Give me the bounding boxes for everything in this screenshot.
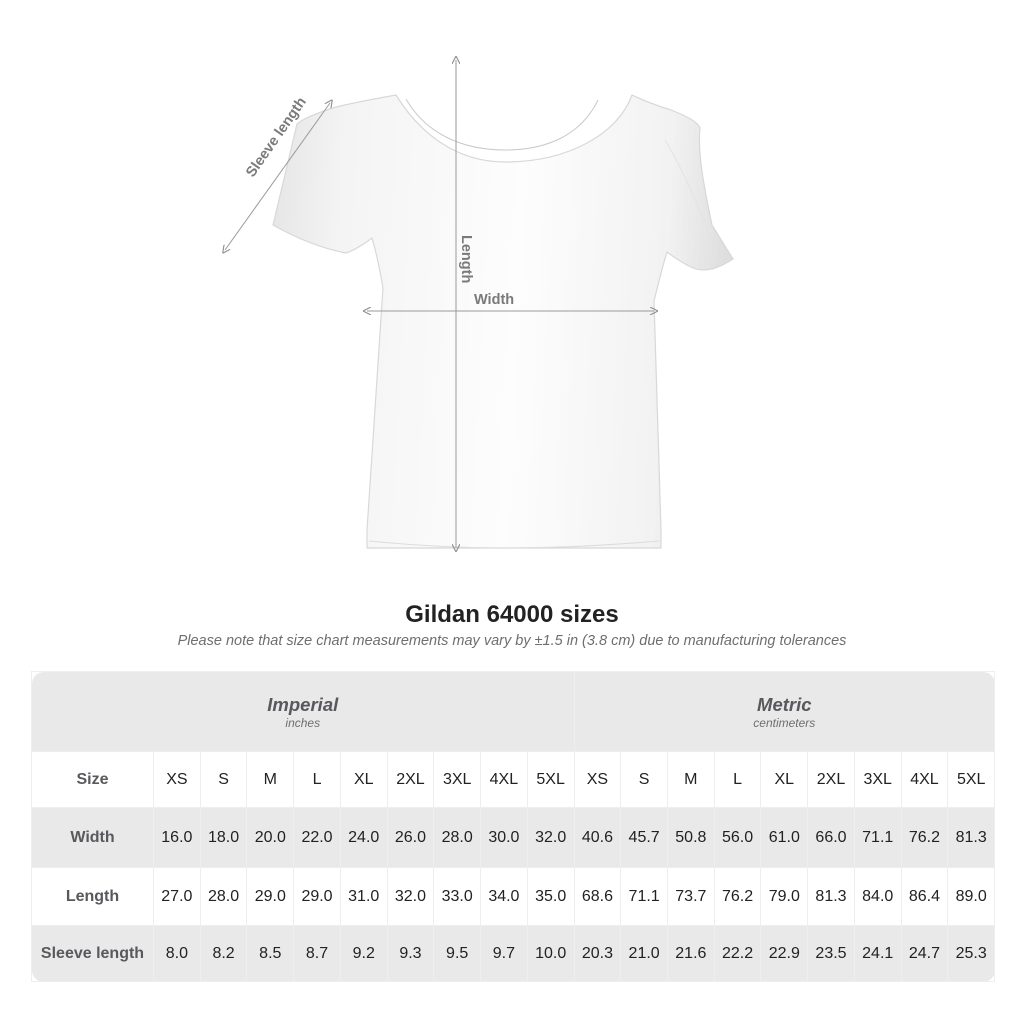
svg-text:Width: Width [474,292,514,308]
svg-text:Length: Length [458,235,474,283]
